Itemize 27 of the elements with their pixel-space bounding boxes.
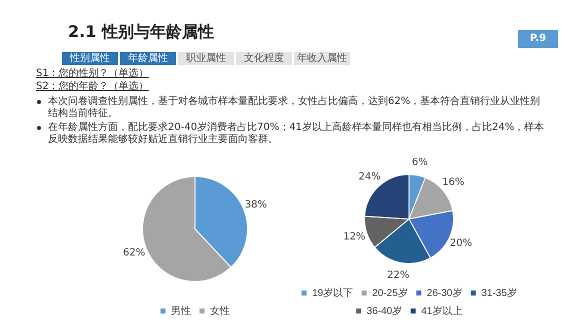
legend-label: 41岁以上 <box>421 304 462 317</box>
data-label: 16% <box>442 176 464 188</box>
legend-label: 36-40岁 <box>366 304 402 317</box>
legend-label: 19岁以下 <box>312 286 354 299</box>
data-label: 62% <box>122 248 146 259</box>
legend-label: 女性 <box>210 304 230 317</box>
text: P.9 <box>518 30 558 48</box>
legend-label: 26-30岁 <box>426 286 462 299</box>
data-label: 12% <box>343 231 366 242</box>
text: 性别属性 <box>62 52 118 65</box>
text: 年龄属性 <box>120 52 176 65</box>
data-label: 20% <box>450 238 472 250</box>
data-label: 38% <box>244 199 268 210</box>
text: 年收入属性 <box>294 52 350 65</box>
legend-label: 男性 <box>171 304 191 317</box>
legend-label: 31-35岁 <box>481 286 517 299</box>
text: S2：您的年龄？（单选） <box>36 81 149 93</box>
data-label: 24% <box>358 172 381 183</box>
legend-label: 20-25岁 <box>372 286 408 299</box>
text: 文化程度 <box>236 52 292 65</box>
text: S1：您的性别？（单选） <box>36 68 149 80</box>
data-label: 6% <box>412 157 428 168</box>
data-label: 22% <box>387 270 410 282</box>
text: 本次问卷调查性别属性，基于对各城市样本量配比要求，女性占比偏高，达到62%，基本符合直销行业从业性别结构当前特征。 <box>48 96 542 120</box>
text: 职业属性 <box>178 52 234 65</box>
text: 在年龄属性方面，配比要求20-40岁消费者占比70%；41岁以上高龄样本量同样也有相当比例，占比24%，样本反映数据结果能够较好贴近直销行业主要面向客群。 <box>48 122 546 146</box>
chart-title: 2.1 性别与年龄属性 <box>68 22 214 43</box>
